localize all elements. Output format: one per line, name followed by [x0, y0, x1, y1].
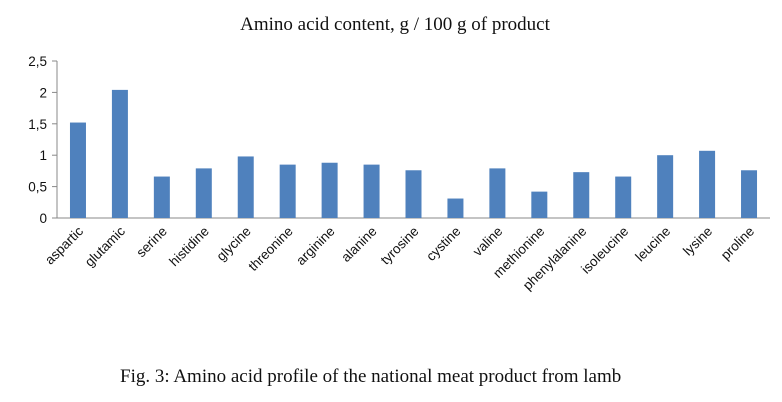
category-label-alanine: alanine: [338, 224, 379, 265]
bar-alanine: [363, 164, 380, 218]
category-label-aspartic: aspartic: [42, 223, 86, 267]
category-label-proline: proline: [718, 224, 757, 263]
bar-leucine: [657, 155, 674, 218]
category-label-valine: valine: [470, 224, 506, 260]
bar-valine: [489, 168, 506, 218]
y-tick-label: 0: [39, 211, 47, 226]
y-tick-label: 2: [39, 85, 47, 100]
bar-tyrosine: [405, 170, 422, 218]
bar-glycine: [237, 156, 254, 218]
bar-phenylalanine: [573, 172, 590, 218]
category-label-glutamic: glutamic: [82, 223, 128, 269]
bar-proline: [741, 170, 758, 218]
bar-chart: Amino acid content, g / 100 g of product…: [28, 14, 770, 293]
y-tick-label: 1,5: [28, 117, 47, 132]
category-label-tyrosine: tyrosine: [378, 224, 422, 268]
bar-isoleucine: [615, 176, 632, 218]
bar-serine: [153, 176, 170, 218]
y-tick-label: 2,5: [28, 54, 47, 69]
bars: [69, 89, 758, 218]
bar-glutamic: [111, 89, 128, 218]
category-label-lysine: lysine: [680, 224, 715, 259]
figure-caption: Fig. 3: Amino acid profile of the nation…: [120, 366, 622, 387]
y-tick-label: 0,5: [28, 180, 47, 195]
category-label-cystine: cystine: [423, 224, 463, 264]
bar-lysine: [699, 150, 716, 218]
bar-arginine: [321, 162, 338, 218]
y-tick-label: 1: [39, 148, 47, 163]
category-label-histidine: histidine: [166, 224, 212, 270]
category-label-leucine: leucine: [632, 224, 673, 265]
bar-aspartic: [69, 122, 86, 218]
y-tick-labels: 0 0,5 1 1,5 2 2,5: [28, 54, 47, 226]
chart-title: Amino acid content, g / 100 g of product: [240, 14, 550, 35]
bar-cystine: [447, 198, 464, 218]
category-label-arginine: arginine: [293, 224, 338, 269]
bar-threonine: [279, 164, 296, 218]
bar-methionine: [531, 191, 548, 218]
bar-histidine: [195, 168, 212, 218]
category-label-glycine: glycine: [214, 224, 254, 264]
category-label-threonine: threonine: [245, 224, 295, 274]
category-label-serine: serine: [133, 224, 170, 261]
